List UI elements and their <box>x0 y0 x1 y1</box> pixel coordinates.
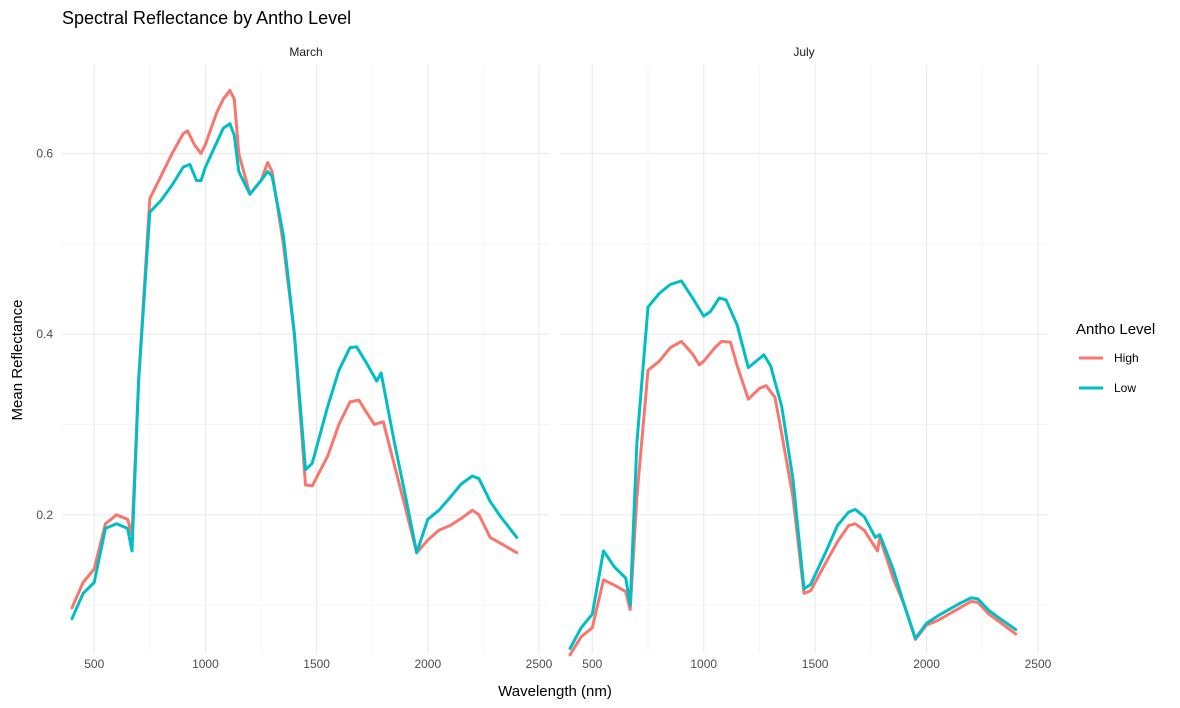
grid-layer <box>560 65 1048 653</box>
x-tick-label: 1000 <box>690 657 717 671</box>
facet-panel-march: March 0.2 0.4 0.6 500 1000 1500 2000 2500 <box>36 45 552 671</box>
y-tick-label: 0.4 <box>36 327 53 341</box>
legend-label-high: High <box>1114 351 1139 365</box>
y-axis-title: Mean Reflectance <box>9 300 26 421</box>
x-tick-label: 1500 <box>303 657 330 671</box>
facet-panel-july: July 500 1000 1500 2000 2500 <box>560 45 1052 671</box>
legend: Antho Level High Low <box>1076 321 1155 395</box>
facet-strip-label: March <box>289 45 322 59</box>
y-tick-label: 0.2 <box>36 508 53 522</box>
x-tick-label: 2500 <box>526 657 553 671</box>
series-line-high <box>568 339 1018 657</box>
x-tick-label: 500 <box>84 657 104 671</box>
chart-title: Spectral Reflectance by Antho Level <box>62 8 351 28</box>
legend-title: Antho Level <box>1076 321 1155 338</box>
x-tick-label: 2000 <box>414 657 441 671</box>
x-tick-label: 500 <box>582 657 602 671</box>
x-tick-label: 1000 <box>192 657 219 671</box>
y-tick-label: 0.6 <box>36 147 53 161</box>
grid-layer <box>62 65 549 653</box>
facet-strip-label: July <box>793 45 814 59</box>
series-line-low <box>70 122 519 621</box>
x-axis-title: Wavelength (nm) <box>498 683 612 700</box>
legend-label-low: Low <box>1114 381 1136 395</box>
x-tick-label: 1500 <box>802 657 829 671</box>
x-tick-label: 2000 <box>913 657 940 671</box>
x-tick-label: 2500 <box>1025 657 1052 671</box>
series-line-low <box>568 279 1018 650</box>
